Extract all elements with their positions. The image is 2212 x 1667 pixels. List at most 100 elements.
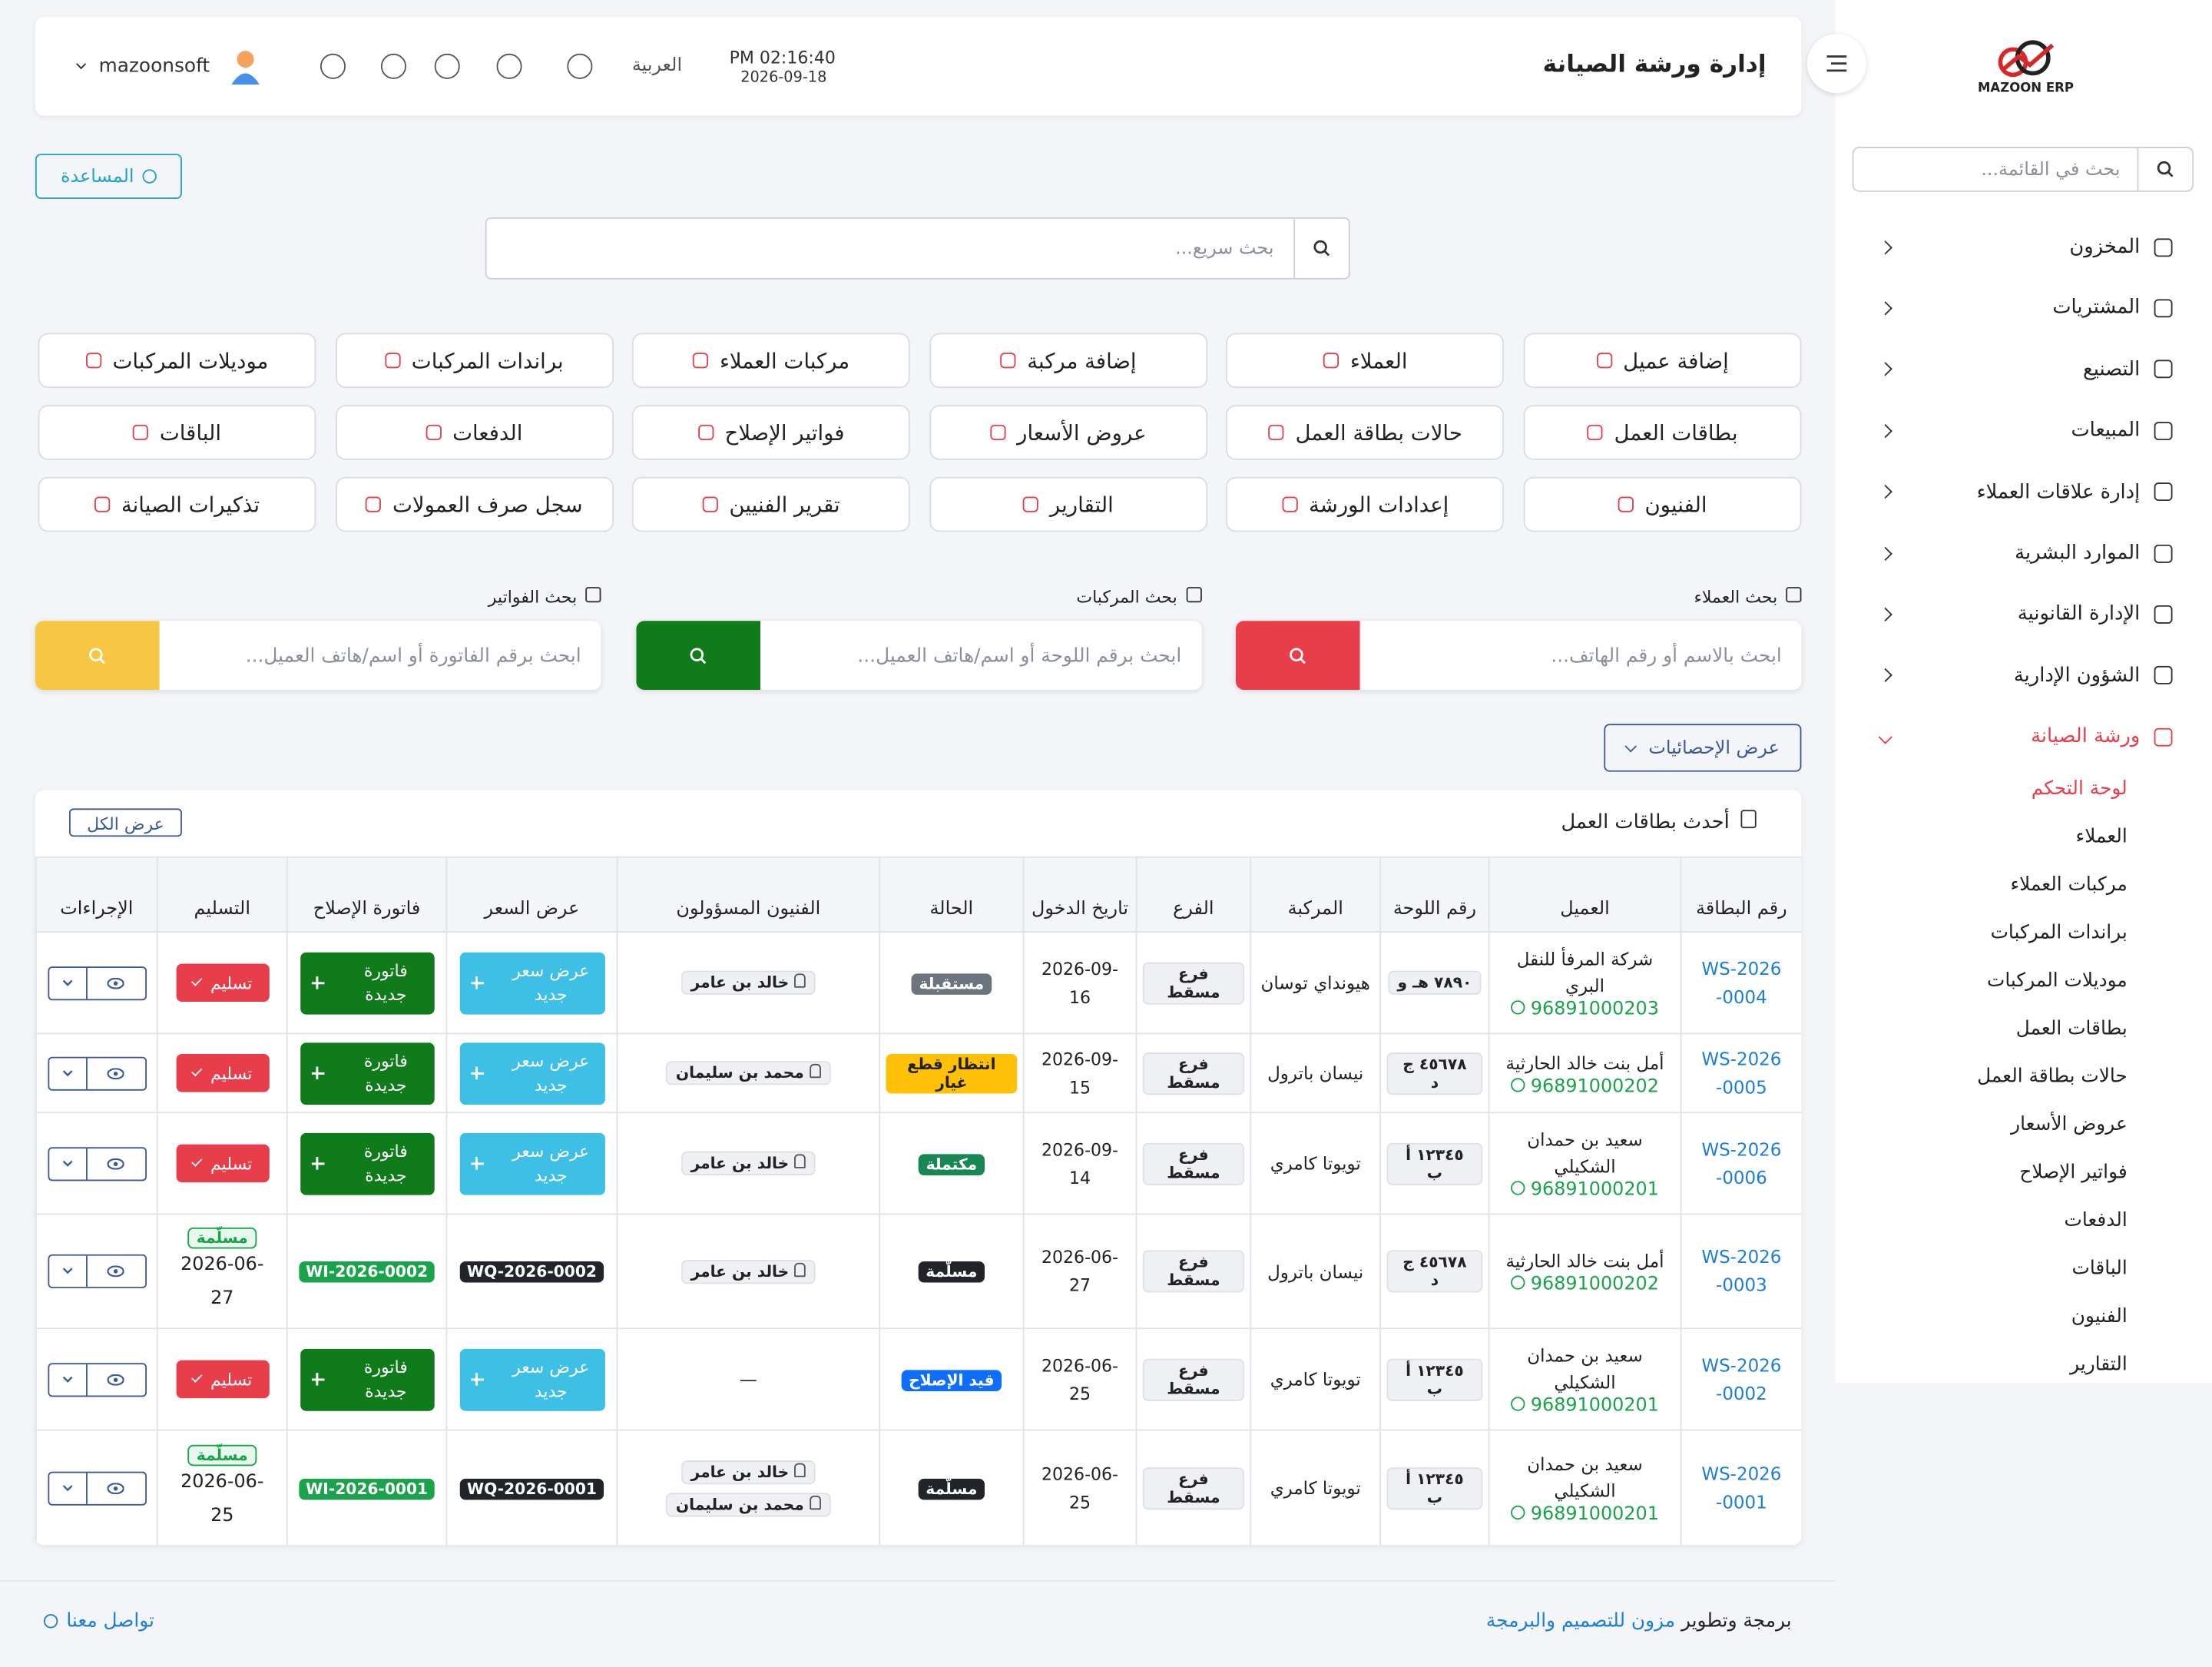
shortcut-button[interactable]: براندات المركبات [335, 333, 614, 389]
quick-search[interactable]: بحث سريع... [485, 217, 1350, 280]
whatsapp-icon [1511, 1275, 1525, 1290]
submenu-item[interactable]: بطاقات العمل [2015, 1017, 2128, 1040]
submenu-item[interactable]: موديلات المركبات [1987, 969, 2128, 993]
header-icon[interactable] [380, 53, 406, 79]
label: عرض سعر جديد [512, 1050, 590, 1095]
column-header: رقم اللوحة [1379, 856, 1490, 933]
card-number[interactable]: WS-2026-0003 [1701, 1245, 1782, 1296]
shortcut-button[interactable]: الفنيون [1523, 476, 1802, 532]
search-submit[interactable] [635, 621, 760, 691]
stats-toggle[interactable]: عرض الإحصائيات [1604, 724, 1802, 772]
deliver-button[interactable]: تسليم [175, 1054, 269, 1092]
client-phone: 96891000201 [1495, 1179, 1674, 1201]
shortcut-button[interactable]: الدفعات [335, 405, 614, 460]
contact-link[interactable]: تواصل معنا [43, 1609, 154, 1633]
shortcut-button[interactable]: موديلات المركبات [38, 333, 316, 389]
menu-item[interactable]: المشتريات [1863, 287, 2173, 330]
submenu-item[interactable]: عروض الأسعار [2011, 1113, 2128, 1136]
deliver-button[interactable]: تسليم [175, 1360, 269, 1399]
footer-credit: برمجة وتطوير مزون للتصميم والبرمجة [1486, 1610, 1792, 1632]
search-submit[interactable] [35, 621, 160, 691]
new-quote-button[interactable]: عرض سعر جديد [459, 951, 605, 1014]
menu-item[interactable]: الشؤون الإدارية [1863, 655, 2173, 697]
card-number[interactable]: WS-2026-0005 [1701, 1047, 1782, 1098]
shortcut-button[interactable]: مركبات العملاء [632, 333, 911, 389]
sidebar-toggle[interactable] [1806, 34, 1866, 94]
menu-item[interactable]: التصنيع [1863, 348, 2173, 390]
new-invoice-button[interactable]: فاتورة جديدة [300, 1132, 434, 1195]
view-button[interactable] [87, 1058, 144, 1089]
actions-dropdown[interactable] [48, 1057, 87, 1089]
shortcut-button[interactable]: الباقات [38, 405, 316, 460]
branch: فرع مسقط [1142, 1052, 1244, 1095]
shortcut-button[interactable]: فواتير الإصلاح [632, 405, 911, 460]
menu-item[interactable]: إدارة علاقات العملاء [1863, 471, 2173, 513]
header-icon[interactable] [567, 53, 593, 79]
help-button[interactable]: المساعدة [35, 154, 182, 199]
sidebar-search[interactable]: بحث في القائمة... [1852, 147, 2194, 192]
card-number[interactable]: WS-2026-0004 [1701, 957, 1782, 1007]
actions-dropdown[interactable] [48, 1148, 87, 1179]
submenu-item[interactable]: الفنيون [2071, 1304, 2128, 1328]
company-link[interactable]: مزون للتصميم والبرمجة [1485, 1609, 1676, 1633]
shortcut-button[interactable]: سجل صرف العمولات [335, 476, 614, 532]
deliver-button[interactable]: تسليم [175, 963, 269, 1003]
user-name[interactable]: mazoonsoft [98, 55, 210, 78]
submenu-item[interactable]: الدفعات [2064, 1209, 2128, 1232]
submenu-item[interactable]: مركبات العملاء [2010, 873, 2128, 896]
search-box[interactable]: ابحث برقم اللوحة أو اسم/هاتف العميل... [635, 621, 1201, 691]
shortcut-button[interactable]: بطاقات العمل [1523, 405, 1802, 460]
submenu-item[interactable]: التقارير [2070, 1353, 2128, 1376]
shortcut-button[interactable]: إضافة عميل [1523, 333, 1802, 389]
card-number[interactable]: WS-2026-0002 [1701, 1354, 1782, 1404]
shortcut-button[interactable]: تقرير الفنيين [632, 476, 911, 532]
menu-item[interactable]: الإدارة القانونية [1863, 593, 2173, 635]
submenu-item[interactable]: فواتير الإصلاح [2019, 1161, 2128, 1184]
card-number[interactable]: WS-2026-0001 [1701, 1462, 1782, 1513]
chevron [1878, 485, 1892, 499]
header-icon[interactable] [320, 53, 346, 79]
view-all-button[interactable]: عرض الكل [68, 808, 182, 837]
submenu-item[interactable]: براندات المركبات [1990, 921, 2128, 944]
shortcut-button[interactable]: العملاء [1226, 333, 1505, 389]
label: تواصل معنا [66, 1609, 154, 1633]
menu-item[interactable]: الموارد البشرية [1863, 532, 2173, 574]
shortcut-button[interactable]: عروض الأسعار [929, 405, 1207, 460]
header-icon[interactable] [496, 53, 522, 79]
view-button[interactable] [87, 967, 144, 998]
view-button[interactable] [87, 1364, 144, 1394]
shortcut-button[interactable]: التقارير [929, 476, 1207, 532]
new-invoice-button[interactable]: فاتورة جديدة [300, 1347, 434, 1410]
shortcut-button[interactable]: إعدادات الورشة [1226, 476, 1505, 532]
language-switch[interactable]: العربية [631, 55, 683, 77]
search-submit[interactable] [1235, 621, 1360, 691]
shortcut-button[interactable]: تذكيرات الصيانة [38, 476, 316, 532]
menu-item[interactable]: المبيعات [1863, 409, 2173, 452]
shortcut-button[interactable]: حالات بطاقة العمل [1226, 405, 1505, 460]
view-button[interactable] [87, 1148, 144, 1178]
actions-dropdown[interactable] [48, 1255, 87, 1288]
search-box[interactable]: ابحث برقم الفاتورة أو اسم/هاتف العميل... [35, 621, 601, 691]
deliver-button[interactable]: تسليم [175, 1144, 269, 1183]
submenu-item[interactable]: الباقات [2071, 1257, 2128, 1280]
card-number[interactable]: WS-2026-0006 [1701, 1138, 1782, 1188]
submenu-item[interactable]: لوحة التحكم [2031, 777, 2128, 800]
submenu-item[interactable]: حالات بطاقة العمل [1977, 1065, 2128, 1089]
new-invoice-button[interactable]: فاتورة جديدة [300, 951, 434, 1014]
view-button[interactable] [87, 1256, 144, 1287]
new-quote-button[interactable]: عرض سعر جديد [459, 1347, 605, 1410]
cell: ١٢٣٤٥ أ ب [1379, 1429, 1490, 1546]
menu-item[interactable]: المخزون [1863, 226, 2173, 268]
submenu-item[interactable]: العملاء [2075, 825, 2128, 848]
new-invoice-button[interactable]: فاتورة جديدة [300, 1042, 434, 1105]
actions-dropdown[interactable] [48, 967, 87, 999]
search-box[interactable]: ابحث بالاسم أو رقم الهاتف... [1235, 621, 1802, 691]
shortcut-button[interactable]: إضافة مركبة [929, 333, 1207, 389]
actions-dropdown[interactable] [48, 1364, 87, 1395]
menu-item[interactable]: ورشة الصيانة [1863, 716, 2173, 758]
header-icon[interactable] [434, 53, 460, 79]
view-button[interactable] [87, 1473, 144, 1503]
actions-dropdown[interactable] [48, 1472, 87, 1504]
new-quote-button[interactable]: عرض سعر جديد [459, 1132, 605, 1195]
new-quote-button[interactable]: عرض سعر جديد [459, 1042, 605, 1105]
